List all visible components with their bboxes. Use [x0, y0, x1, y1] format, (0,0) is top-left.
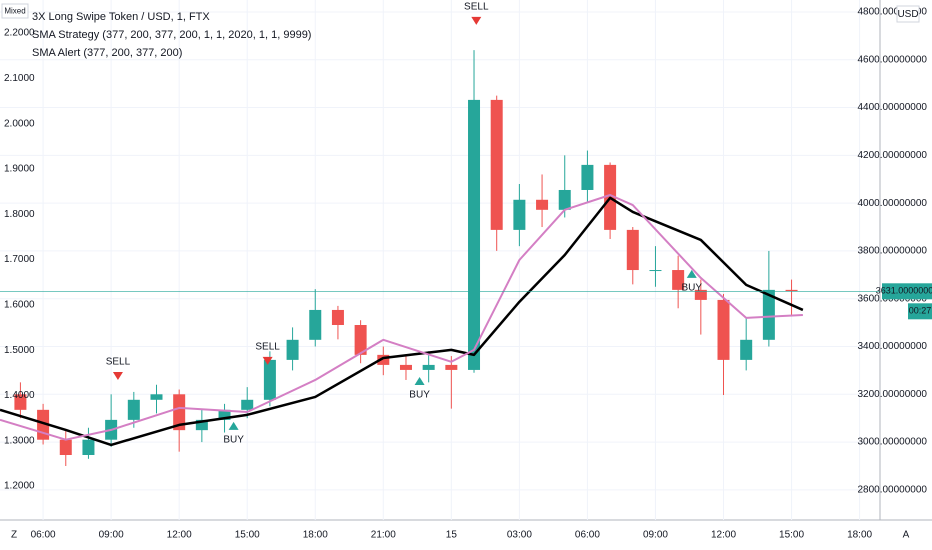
candle-body	[354, 325, 367, 355]
candle-body	[785, 289, 798, 292]
countdown: 00:27	[909, 306, 932, 316]
signal-arrow	[471, 16, 482, 25]
candle-body	[717, 299, 730, 360]
legend-entry: SMA Alert (377, 200, 377, 200)	[32, 47, 182, 59]
candle-body	[127, 399, 140, 420]
candle-body	[626, 229, 639, 271]
x-tick-label: 09:00	[643, 530, 668, 541]
candle-body	[762, 289, 775, 340]
y-tick-label: 4800.00000000	[857, 7, 927, 18]
y-tick-label: 4200.00000000	[857, 150, 927, 161]
candle-body	[422, 364, 435, 370]
candle-body	[218, 409, 231, 420]
y-tick-label: 3800.00000000	[857, 246, 927, 257]
candle-body	[331, 309, 344, 325]
signal-arrow	[262, 356, 273, 365]
y2-tick-label: 1.9000	[4, 164, 35, 175]
y-tick-label: 4000.00000000	[857, 198, 927, 209]
candle-body	[581, 164, 594, 190]
signal-label: SELL	[106, 357, 131, 368]
y2-tick-label: 2.0000	[4, 118, 35, 129]
last-price-box	[882, 283, 932, 300]
candle-body	[490, 99, 503, 230]
signal-label: BUY	[223, 435, 244, 446]
currency[interactable]: USD	[897, 9, 918, 20]
candle-body	[468, 99, 481, 370]
candle-body	[740, 339, 753, 360]
candle-body	[14, 394, 27, 410]
candle-body	[694, 289, 707, 300]
candle-body	[399, 364, 412, 370]
x-tick-label: 06:00	[575, 530, 600, 541]
currency-box[interactable]	[896, 5, 920, 23]
y2-tick-label: 2.2000	[4, 28, 35, 39]
y2-tick-label: 1.4000	[4, 390, 35, 401]
signal-label: SELL	[255, 342, 280, 353]
signal-label: BUY	[681, 283, 702, 294]
scale-mode-box[interactable]	[1, 3, 29, 19]
x-tick-label: 18:00	[303, 530, 328, 541]
candle-body	[59, 439, 72, 455]
x-tick-label: 15:00	[235, 530, 260, 541]
candle-body	[263, 359, 276, 400]
sma-line	[0, 194, 803, 441]
candle-body	[649, 270, 662, 272]
zoom-button[interactable]: Z	[11, 530, 17, 541]
candle-body	[241, 399, 254, 410]
x-tick-label: 09:00	[99, 530, 124, 541]
scale-mode[interactable]: Mixed	[4, 7, 25, 16]
candle-body	[309, 309, 322, 340]
x-tick-label: 18:00	[847, 530, 872, 541]
candle-body	[558, 189, 571, 210]
y-tick-label: 4600.00000000	[857, 54, 927, 65]
signal-label: BUY	[409, 390, 430, 401]
auto-button[interactable]: A	[903, 530, 910, 541]
y-tick-label: 3200.00000000	[857, 389, 927, 400]
y2-tick-label: 1.6000	[4, 299, 35, 310]
x-tick-label: 12:00	[711, 530, 736, 541]
signal-arrow	[414, 376, 425, 385]
candle-body	[195, 419, 208, 431]
x-tick-label: 15	[446, 530, 458, 541]
y2-tick-label: 1.7000	[4, 254, 35, 265]
signal-arrow	[228, 421, 239, 430]
sma-line	[0, 196, 804, 447]
y2-tick-label: 1.5000	[4, 345, 35, 356]
candle-body	[286, 339, 299, 360]
y-tick-label: 3400.00000000	[857, 341, 927, 352]
y2-tick-label: 1.8000	[4, 209, 35, 220]
y-tick-label: 2800.00000000	[857, 485, 927, 496]
labels: 2800.00000000 3000.00000000 3200.00000000 3…	[4, 1, 932, 541]
y2-tick-label: 2.1000	[4, 73, 35, 84]
y-tick-label: 4400.00000000	[857, 102, 927, 113]
y2-tick-label: 1.3000	[4, 435, 35, 446]
x-tick-label: 03:00	[507, 530, 532, 541]
countdown-box	[908, 303, 932, 320]
signal-label: SELL	[464, 1, 489, 12]
x-tick-label: 12:00	[167, 530, 192, 541]
signal-arrow	[686, 269, 697, 278]
candle-body	[445, 364, 458, 370]
y2-tick-label: 1.2000	[4, 481, 35, 492]
x-tick-label: 06:00	[31, 530, 56, 541]
signal-arrow	[112, 371, 123, 380]
x-tick-label: 15:00	[779, 530, 804, 541]
y-tick-label: 3000.00000000	[857, 437, 927, 448]
candle-body	[173, 394, 186, 431]
candle-body	[536, 199, 549, 210]
symbol-title: 3X Long Swipe Token / USD, 1, FTX	[32, 11, 210, 23]
candle-body	[150, 394, 163, 400]
x-tick-label: 21:00	[371, 530, 396, 541]
candle-body	[82, 439, 95, 455]
candle-body	[672, 270, 685, 290]
legend-entry: SMA Strategy (377, 200, 377, 200, 1, 1, …	[32, 29, 311, 41]
candle-body	[513, 199, 526, 230]
candle-body	[377, 354, 390, 365]
last-price-label: 3631.00000000	[876, 286, 932, 296]
marks	[0, 16, 880, 466]
